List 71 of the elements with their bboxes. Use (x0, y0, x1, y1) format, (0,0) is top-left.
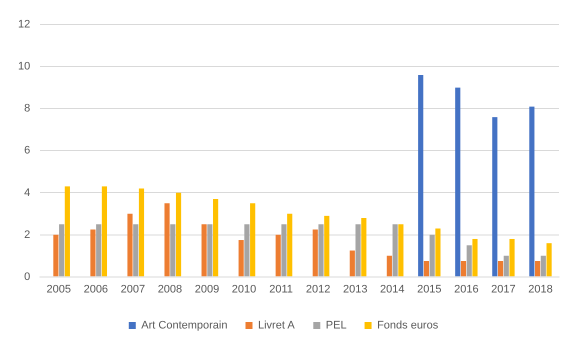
bar (492, 117, 498, 276)
bar (287, 214, 292, 276)
x-tick-label: 2016 (454, 283, 479, 296)
bar (102, 186, 108, 276)
bar (472, 238, 478, 276)
y-tick-label: 4 (24, 186, 30, 199)
bar (170, 224, 176, 276)
x-tick-label: 2013 (342, 283, 368, 296)
bar (386, 256, 392, 276)
bar (250, 203, 256, 276)
bar (312, 230, 318, 276)
bar (535, 261, 540, 276)
y-tick-label: 10 (18, 60, 30, 73)
bar (202, 224, 207, 276)
bar (435, 228, 441, 276)
x-tick-label: 2018 (528, 283, 553, 296)
bar (398, 224, 404, 276)
bar (350, 250, 355, 276)
y-tick-label: 0 (24, 270, 30, 283)
bar (281, 224, 287, 276)
x-tick-label: 2015 (417, 283, 442, 296)
x-tick-label: 2010 (232, 283, 256, 296)
x-tick-label: 2006 (84, 283, 108, 296)
bar (133, 224, 138, 276)
x-tick-label: 2007 (120, 283, 146, 296)
bar (529, 106, 534, 276)
bar (90, 230, 96, 276)
x-tick-label: 2005 (46, 283, 72, 296)
bar (207, 224, 212, 276)
bar (392, 224, 398, 276)
bar (504, 256, 509, 276)
x-tick-label: 2009 (194, 283, 220, 296)
bar (64, 186, 70, 276)
bar (53, 234, 58, 276)
bar (324, 216, 330, 276)
legend-label: Art Contemporain (141, 320, 228, 332)
bar (164, 203, 170, 276)
legend-label: PEL (326, 320, 347, 332)
y-tick-label: 2 (24, 228, 30, 241)
bar (127, 214, 133, 276)
bar (418, 75, 424, 276)
bar (455, 88, 460, 276)
x-tick-label: 2012 (306, 283, 330, 296)
bar (138, 188, 144, 276)
x-tick-label: 2014 (380, 283, 404, 296)
bar (430, 234, 435, 276)
bar (238, 240, 244, 276)
bar (176, 192, 182, 276)
x-tick-label: 2011 (269, 283, 293, 296)
legend-label: Livret A (258, 320, 296, 332)
bar (546, 243, 552, 276)
bar (466, 245, 472, 276)
y-tick-label: 8 (24, 102, 30, 115)
bar (96, 224, 102, 276)
bar (460, 261, 466, 276)
x-tick-label: 2008 (158, 283, 182, 296)
bar (318, 224, 324, 276)
bar (244, 224, 250, 276)
x-tick-label: 2017 (491, 283, 516, 296)
legend-label: Fonds euros (377, 320, 439, 332)
y-tick-label: 12 (18, 18, 30, 31)
bar (498, 261, 504, 276)
bar (361, 218, 366, 276)
bar (213, 199, 218, 276)
bar (59, 224, 64, 276)
bar (276, 234, 281, 276)
bar (355, 224, 361, 276)
bar (509, 238, 515, 276)
bar (424, 261, 430, 276)
y-tick-label: 6 (24, 144, 30, 157)
bar (540, 256, 546, 276)
